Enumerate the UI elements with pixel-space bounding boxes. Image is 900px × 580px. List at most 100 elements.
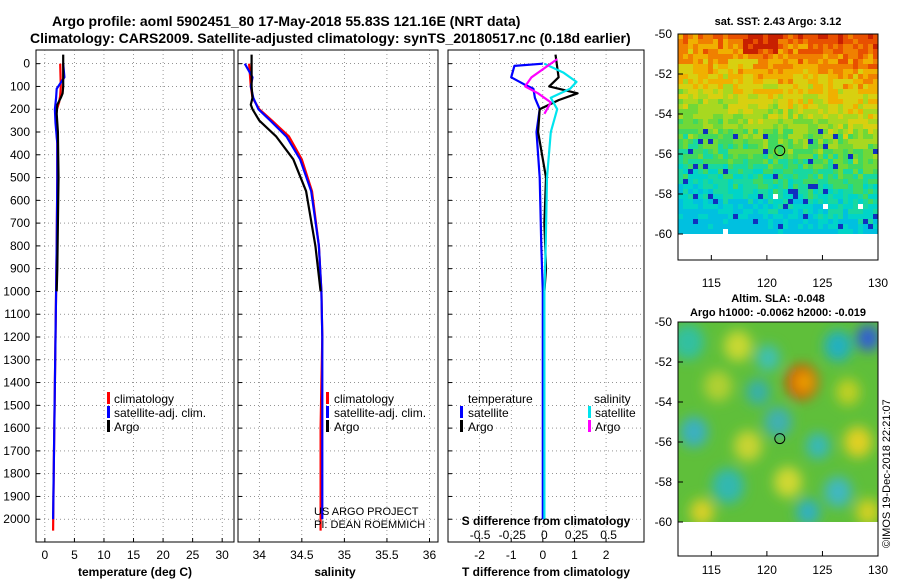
sst-cell [823,189,828,194]
sst-cell [808,104,813,109]
sst-cell [833,144,838,149]
sla-nodata-band [678,522,878,556]
sst-cell [833,64,838,69]
sst-cell [738,69,743,74]
sst-cell [848,204,853,209]
sst-cell [693,99,698,104]
sst-cell [828,204,833,209]
sst-cell [803,99,808,104]
sst-cell [778,164,783,169]
sst-cell [763,199,768,204]
sst-cell [688,169,693,174]
sst-cell [853,164,858,169]
sst-cell [833,209,838,214]
sst-cell [853,94,858,99]
sst-cell [778,79,783,84]
sst-cell [753,214,758,219]
sla-blob [704,370,732,402]
sst-cell [758,89,763,94]
sst-cell [838,184,843,189]
sst-cell [813,189,818,194]
sst-cell [688,104,693,109]
sst-cell [863,109,868,114]
sst-cell [778,159,783,164]
sst-cell [713,99,718,104]
sst-cell [853,214,858,219]
sst-cell [773,74,778,79]
sst-cell [868,154,873,159]
sst-cell [823,174,828,179]
sst-cell [853,139,858,144]
sst-cell [813,124,818,129]
sst-cell [808,214,813,219]
sst-cell [768,49,773,54]
sst-cell [688,204,693,209]
sst-argo-location-marker [774,145,786,157]
sst-cell [843,104,848,109]
sst-cell [778,194,783,199]
sst-cell [763,174,768,179]
sst-cell [758,109,763,114]
sst-cell [798,184,803,189]
salinity-grid [238,50,438,542]
sst-cell [833,174,838,179]
sst-cell [738,104,743,109]
sst-cell [748,204,753,209]
sst-cell [758,169,763,174]
sst-cell [753,69,758,74]
sst-cell [798,144,803,149]
sst-cell [863,159,868,164]
sst-cell [683,54,688,59]
sst-cell [728,194,733,199]
sst-cell [748,119,753,124]
sst-cell [843,59,848,64]
sst-cell [833,49,838,54]
sst-cell [683,214,688,219]
sst-cell [723,114,728,119]
sst-cell [828,179,833,184]
sst-cell [808,184,813,189]
sst-cell [838,144,843,149]
sst-cell [808,149,813,154]
sst-cell [783,214,788,219]
sst-cell [813,39,818,44]
legend-swatch-t-argo [460,420,463,432]
sst-cell [868,199,873,204]
sst-cell [683,124,688,129]
sst-cell [683,219,688,224]
sst-cell [798,124,803,129]
sst-cell [723,119,728,124]
sst-cell [778,109,783,114]
sst-cell [838,59,843,64]
sst-cell [833,219,838,224]
sst-cell [783,39,788,44]
sst-cell [818,89,823,94]
sst-cell [748,64,753,69]
sst-cell [688,89,693,94]
sst-cell [703,154,708,159]
sst-cell [743,174,748,179]
sst-cell [718,44,723,49]
sst-cell [703,109,708,114]
sst-cell [863,139,868,144]
difference-grid [448,50,644,542]
sst-cell [703,164,708,169]
sst-cell [738,94,743,99]
sst-cell [813,229,818,234]
sst-cell [863,99,868,104]
sst-cell [758,144,763,149]
sst-cell [873,44,878,49]
sst-cell [778,169,783,174]
sst-cell [703,89,708,94]
sst-cell [743,99,748,104]
depth-tick-label: 2000 [3,512,30,526]
sst-cell [758,54,763,59]
sst-cell [848,109,853,114]
sst-cell [833,109,838,114]
sst-cell [753,59,758,64]
sst-cell [678,74,683,79]
sst-cell [688,134,693,139]
lon-tick-label: 120 [757,563,777,577]
sst-cell [733,149,738,154]
sst-cell [858,204,863,209]
